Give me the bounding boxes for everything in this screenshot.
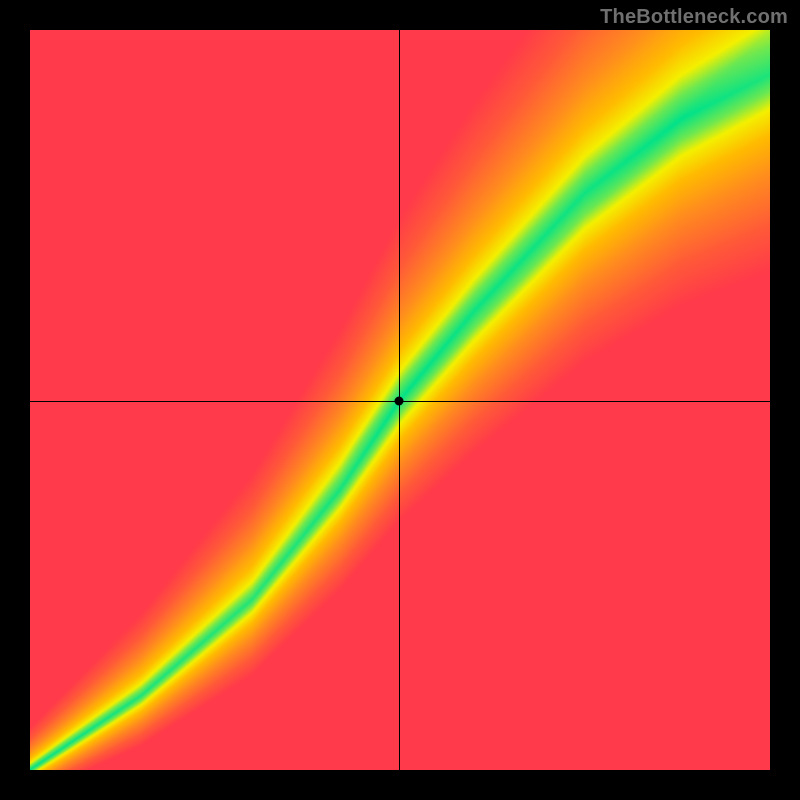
plot-area [30,30,770,770]
watermark-text: TheBottleneck.com [600,6,788,29]
crosshair-marker [394,397,403,406]
chart-container: TheBottleneck.com [0,0,800,800]
